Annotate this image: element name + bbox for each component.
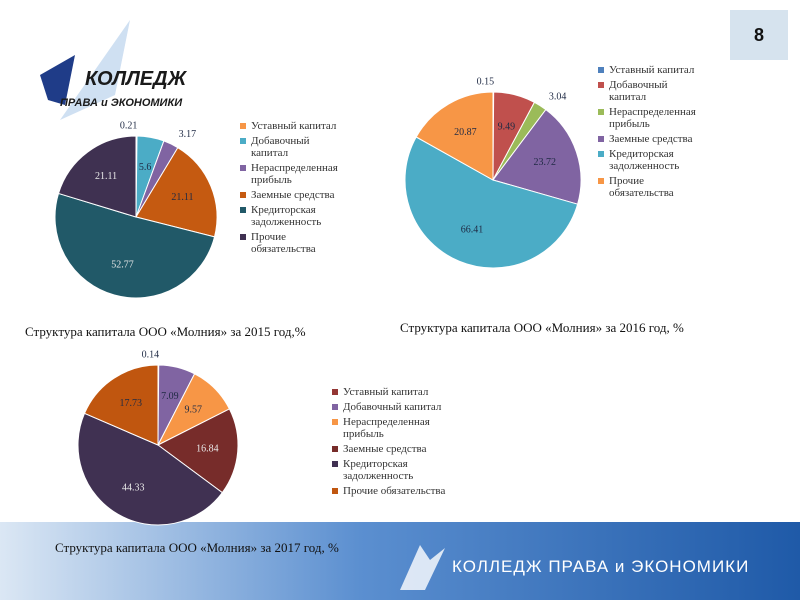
data-label: 17.73 (119, 398, 142, 409)
legend-label: Прочие обязательства (343, 485, 446, 497)
pie-slice (157, 408, 239, 494)
footer-text: КОЛЛЕДЖ ПРАВА и ЭКОНОМИКИ (452, 557, 749, 576)
legend-item: Уставный капитал (332, 386, 472, 398)
legend-marker (332, 488, 338, 494)
legend-item: Прочие обязательства (598, 175, 696, 199)
legend-label: Уставный капитал (343, 386, 429, 398)
slide-number-box (730, 10, 788, 60)
legend-marker (240, 192, 246, 198)
legend-marker (240, 138, 246, 144)
legend-label: Заемные средства (343, 443, 427, 455)
data-label: 7.09 (161, 391, 179, 402)
legend-item: Добавочный капитал (598, 79, 696, 103)
legend-marker (240, 123, 246, 129)
logo-mark (40, 55, 75, 105)
legend-marker (240, 234, 246, 240)
legend: Уставный капитал Добавочный капитал Нерасп… (240, 120, 338, 258)
legend-label: Добавочный капитал (251, 135, 310, 159)
logo-title: КОЛЛЕДЖ (85, 68, 188, 90)
data-label: 5.6 (139, 162, 152, 173)
legend-label: Добавочный капитал (609, 79, 668, 103)
legend-label: Нераспределенная прибыль (343, 416, 430, 440)
legend-marker (332, 419, 338, 425)
legend-label: Прочие обязательства (251, 231, 316, 255)
legend-item: Кредиторская задолженность (240, 204, 338, 228)
legend-marker (598, 151, 604, 157)
legend-label: Уставный капитал (609, 64, 695, 76)
data-label: 9.49 (498, 121, 516, 132)
data-label: 9.57 (184, 404, 202, 415)
pie-slice (415, 91, 494, 181)
legend-item: Кредиторская задолженность (332, 458, 472, 482)
legend-item: Нераспределенная прибыль (240, 162, 338, 186)
legend-label: Кредиторская задолженность (609, 148, 680, 172)
legend-label: Нераспределенная прибыль (609, 106, 696, 130)
logo-subtitle: ПРАВА и ЭКОНОМИКИ (60, 97, 183, 109)
legend-label: Уставный капитал (251, 120, 337, 132)
legend-label: Заемные средства (251, 189, 335, 201)
legend-marker (598, 67, 604, 73)
data-label: 0.15 (477, 76, 495, 87)
legend: Уставный капитал Добавочный капитал Нерасп… (598, 64, 696, 202)
footer-icon (400, 545, 445, 590)
legend-marker (598, 136, 604, 142)
pie-slice (404, 136, 579, 269)
legend-marker (332, 446, 338, 452)
data-label: 0.21 (120, 120, 138, 131)
data-label: 20.87 (454, 127, 477, 138)
legend-marker (240, 207, 246, 213)
legend-marker (332, 461, 338, 467)
legend-label: Нераспределенная прибыль (251, 162, 338, 186)
data-label: 66.41 (461, 225, 484, 236)
data-label: 21.11 (171, 192, 193, 203)
legend-item: Уставный капитал (240, 120, 338, 132)
slide-number: 8 (754, 25, 764, 45)
pie-slice (492, 108, 582, 205)
data-label: 52.77 (111, 260, 134, 271)
data-label: 3.17 (179, 129, 197, 140)
legend-item: Прочие обязательства (240, 231, 338, 255)
chart-title: Структура капитала ООО «Молния» за 2017 … (55, 540, 339, 555)
legend-marker (332, 404, 338, 410)
legend-item: Добавочный капитал (332, 401, 472, 413)
legend-label: Прочие обязательства (609, 175, 674, 199)
legend-label: Добавочный капитал (343, 401, 442, 413)
legend-marker (598, 109, 604, 115)
legend-item: Прочие обязательства (332, 485, 472, 497)
legend-item: Нераспределенная прибыль (332, 416, 472, 440)
data-label: 44.33 (122, 482, 145, 493)
legend-item: Добавочный капитал (240, 135, 338, 159)
legend-item: Заемные средства (240, 189, 338, 201)
chart-title: Структура капитала ООО «Молния» за 2015 … (25, 324, 306, 339)
legend-item: Заемные средства (598, 133, 696, 145)
legend-marker (598, 178, 604, 184)
data-label: 16.84 (196, 444, 219, 455)
legend-item: Заемные средства (332, 443, 472, 455)
legend-marker (240, 165, 246, 171)
pie-slice (135, 146, 218, 238)
pie-slice (83, 364, 159, 446)
legend: Уставный капитал Добавочный капитал Нерасп… (332, 386, 472, 500)
pie-slice (77, 412, 223, 526)
legend-label: Заемные средства (609, 133, 693, 145)
pie-slice (54, 192, 216, 299)
data-label: 3.04 (549, 92, 567, 103)
legend-label: Кредиторская задолженность (343, 458, 414, 482)
legend-label: Кредиторская задолженность (251, 204, 322, 228)
pie-slice (57, 135, 137, 218)
data-label: 23.72 (533, 157, 556, 168)
data-label: 21.11 (95, 171, 117, 182)
logo-shape (60, 20, 130, 120)
legend-item: Уставный капитал (598, 64, 696, 76)
chart-title: Структура капитала ООО «Молния» за 2016 … (400, 320, 684, 335)
data-label: 0.14 (142, 349, 160, 360)
legend-item: Нераспределенная прибыль (598, 106, 696, 130)
legend-item: Кредиторская задолженность (598, 148, 696, 172)
footer-band (0, 522, 800, 600)
legend-marker (332, 389, 338, 395)
legend-marker (598, 82, 604, 88)
